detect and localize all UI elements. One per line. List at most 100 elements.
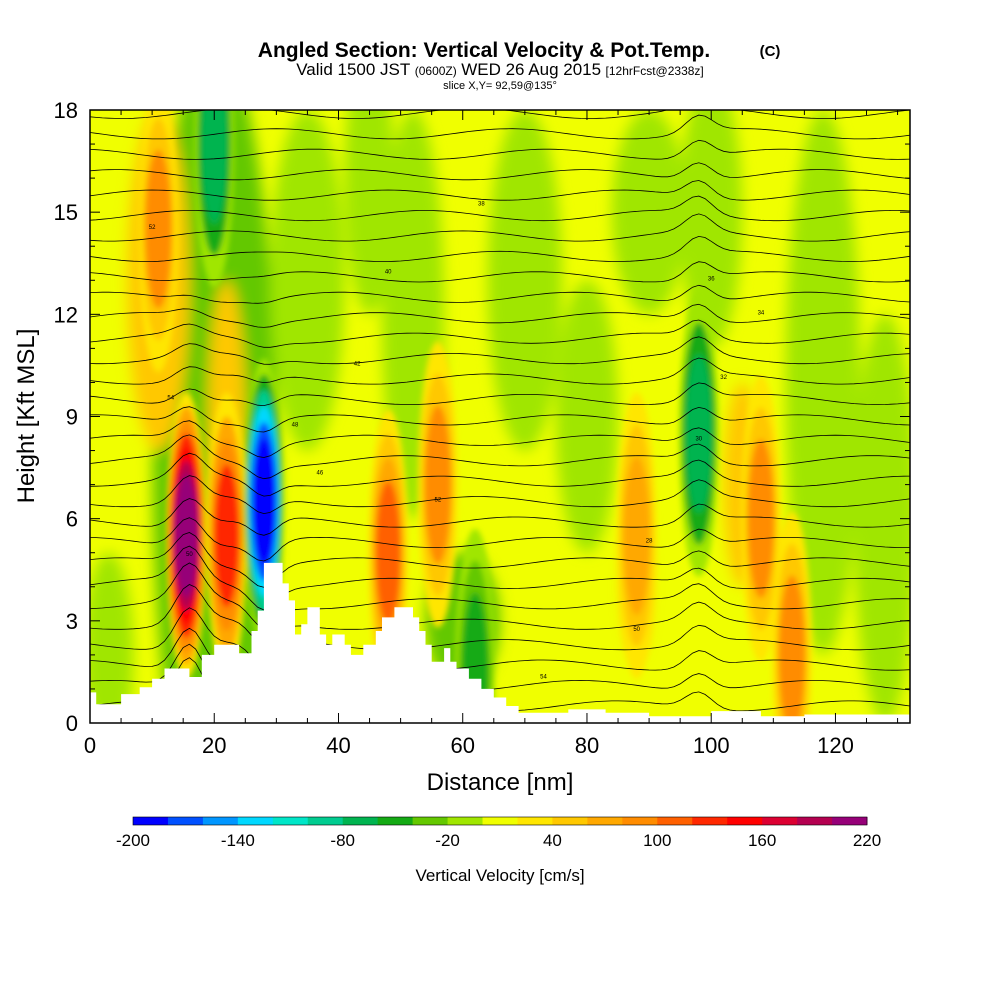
updraft-core — [747, 439, 775, 599]
colorbar-swatch — [587, 817, 623, 825]
contour-label: 50 — [633, 627, 640, 633]
colorbar-swatch — [133, 817, 169, 825]
isentrope-line — [90, 532, 910, 588]
colorbar-swatch — [657, 817, 693, 825]
isentrope-line — [90, 420, 910, 458]
colorbar-swatch — [202, 817, 239, 825]
colorbar-swatch — [727, 817, 763, 825]
colorbar: -200 -140 -80 -20 40 100 160 220 — [116, 816, 881, 850]
y-tick-label: 15 — [54, 200, 78, 225]
contour-label: 54 — [540, 675, 547, 681]
x-tick-label: 100 — [693, 733, 730, 758]
contour-label: 32 — [720, 375, 727, 381]
velocity-field — [90, 110, 910, 723]
colorbar-swatch — [797, 817, 833, 825]
isentrope-line — [90, 114, 910, 140]
contour-label: 40 — [385, 269, 392, 275]
x-tick-label: 0 — [84, 733, 96, 758]
contour-label: 36 — [708, 276, 715, 282]
colorbar-swatch — [762, 817, 798, 825]
x-tick-label: 120 — [817, 733, 854, 758]
downdraft-core — [685, 354, 713, 513]
colorbar-swatch — [237, 817, 274, 825]
isentrope-line — [90, 139, 910, 160]
isentrope-line — [90, 406, 910, 433]
contour-label: 52 — [149, 225, 156, 231]
x-axis-label: Distance [nm] — [427, 769, 574, 796]
isentrope-line — [90, 562, 910, 629]
colorbar-tick-label: 100 — [643, 831, 671, 850]
colorbar-tick-label: -20 — [435, 831, 460, 850]
weak-downdraft-region — [487, 110, 563, 451]
isentrope-line — [90, 261, 910, 283]
colorbar-tick-label: -140 — [221, 831, 255, 850]
y-tick-label: 6 — [66, 507, 78, 532]
weak-downdraft-region — [785, 110, 861, 655]
colorbar-tick-label: -200 — [116, 831, 150, 850]
x-tick-label: 80 — [575, 733, 599, 758]
contour-label: 28 — [646, 539, 653, 545]
weak-downdraft-region — [680, 110, 743, 349]
y-tick-label: 3 — [66, 609, 78, 634]
terrain-mask — [90, 562, 910, 723]
y-tick-label: 18 — [54, 98, 78, 123]
y-tick-label: 12 — [54, 302, 78, 327]
isentrope-line — [90, 284, 910, 304]
chart-title: Angled Section: Vertical Velocity & Pot.… — [258, 39, 710, 62]
contour-label: 30 — [695, 436, 702, 442]
updraft-core — [375, 481, 401, 625]
plot-area: 50 54 52 48 46 42 40 38 36 34 32 30 28 50 54 52 — [90, 110, 910, 723]
chart-slice-info: slice X,Y= 92,59@135° — [443, 80, 557, 92]
colorbar-swatch — [307, 817, 344, 825]
isentrope-line — [90, 357, 910, 385]
y-axis-label: Height [Kft MSL] — [13, 329, 40, 504]
contour-label: 54 — [167, 395, 174, 401]
isentrope-line — [90, 584, 910, 646]
isentrope-line — [90, 475, 910, 515]
y-tick-label: 0 — [66, 711, 78, 736]
isentrope-line — [90, 545, 910, 611]
contour-label: 52 — [435, 498, 442, 504]
x-axis: 0 20 40 60 80 100 120 — [84, 110, 899, 758]
colorbar-tick-label: 40 — [543, 831, 562, 850]
contour-label: 48 — [292, 423, 299, 429]
isentrope-line — [90, 607, 910, 666]
colorbar-swatch — [552, 817, 588, 825]
weak-downdraft-region — [344, 110, 395, 315]
colorbar-swatch — [167, 817, 204, 825]
colorbar-swatch — [692, 817, 728, 825]
chart-title-suffix: (C) — [760, 43, 781, 60]
x-tick-label: 60 — [450, 733, 474, 758]
isentrope-line — [90, 303, 910, 328]
updraft-core — [424, 405, 452, 565]
colorbar-tick-label: -80 — [330, 831, 355, 850]
x-tick-label: 20 — [202, 733, 226, 758]
weak-downdraft-region — [611, 110, 687, 315]
updraft-core — [214, 464, 240, 608]
updraft-core — [623, 456, 650, 616]
isentrope-line — [90, 517, 910, 562]
isentrope-line — [90, 235, 910, 262]
colorbar-swatch — [517, 817, 553, 825]
contour-label: 46 — [317, 470, 324, 476]
weak-downdraft-region — [555, 280, 619, 553]
downdraft-core — [200, 110, 228, 224]
colorbar-swatch — [412, 817, 449, 825]
updraft-core — [145, 149, 172, 309]
contour-label: 38 — [478, 201, 485, 207]
colorbar-tick-label: 160 — [748, 831, 776, 850]
colorbar-swatch — [447, 817, 484, 825]
contour-label: 50 — [186, 552, 193, 558]
colorbar-swatch — [272, 817, 309, 825]
weak-downdraft-region — [270, 110, 345, 451]
isentrope-line — [90, 336, 910, 365]
colorbar-tick-label: 220 — [853, 831, 881, 850]
colorbar-frame — [132, 816, 868, 826]
colorbar-label: Vertical Velocity [cm/s] — [415, 866, 584, 885]
x-tick-label: 40 — [326, 733, 350, 758]
isentrope-line — [90, 452, 910, 497]
isentrope-line — [90, 498, 910, 536]
updraft-core — [778, 575, 806, 723]
colorbar-swatch — [832, 817, 868, 825]
